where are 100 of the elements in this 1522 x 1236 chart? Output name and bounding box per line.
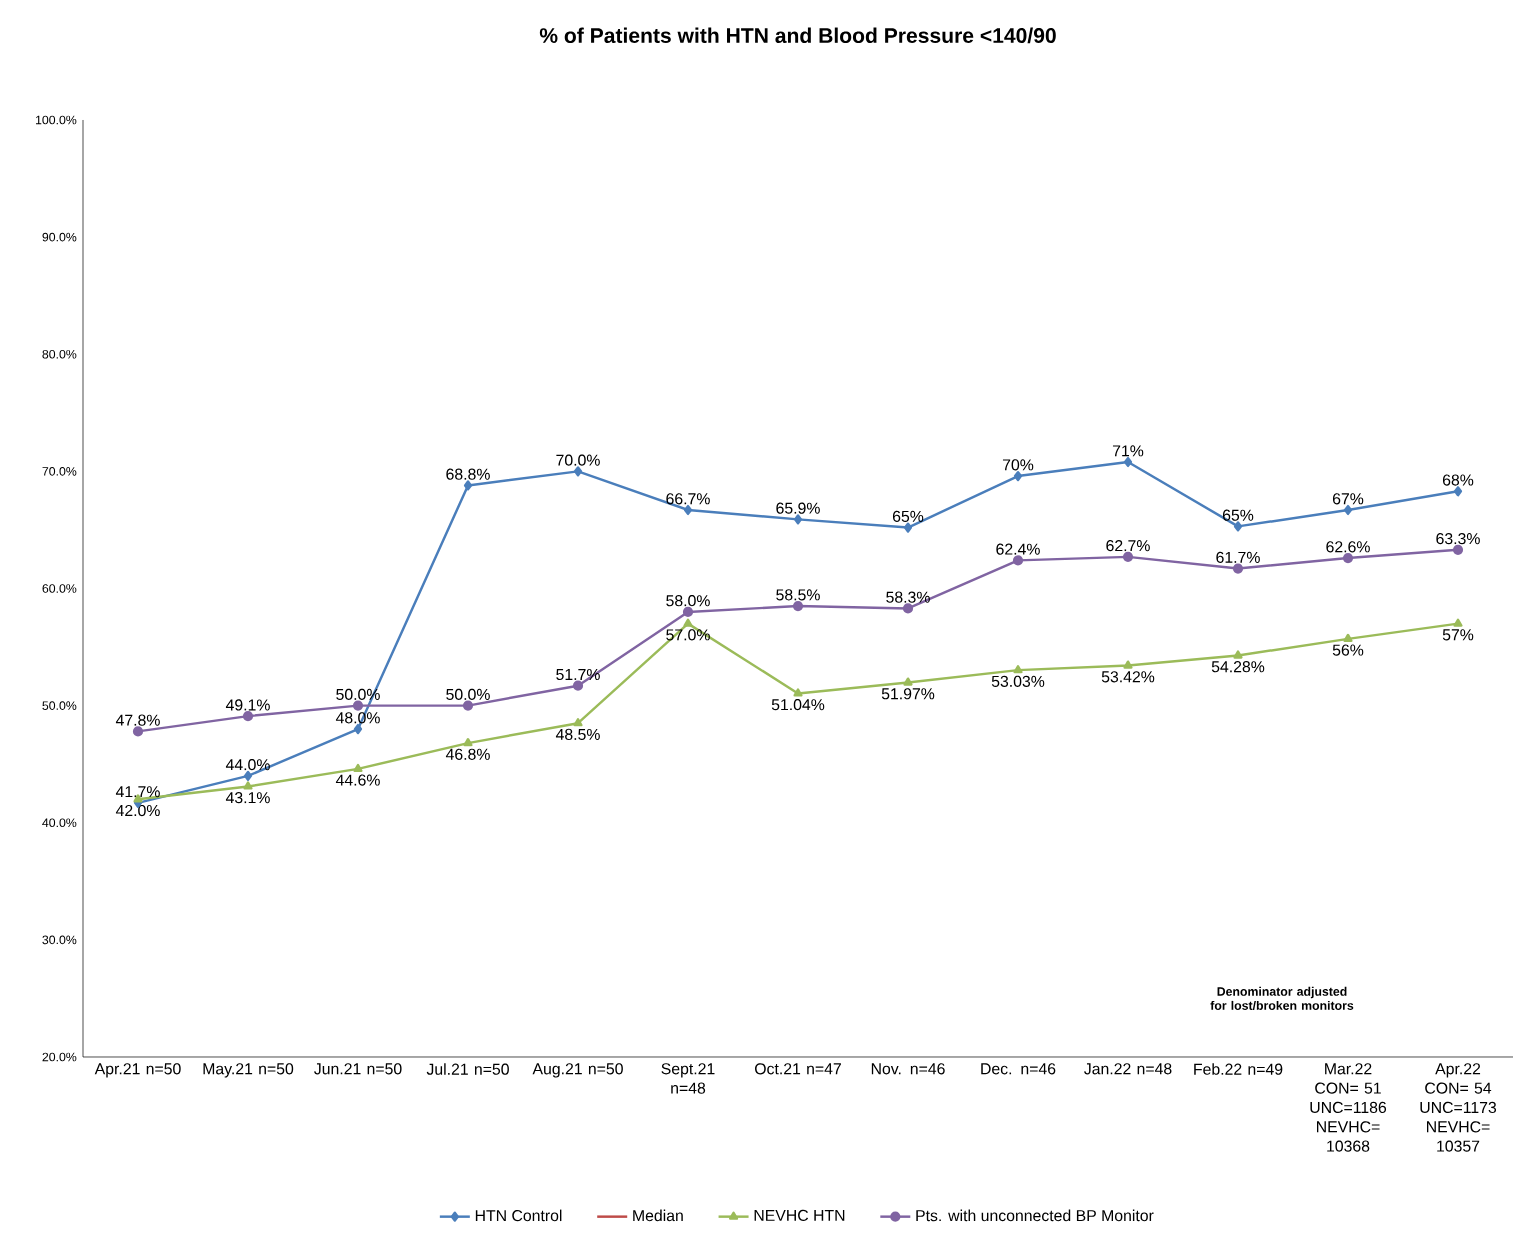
- x-tick-label: Sept.21 n=48: [661, 1063, 715, 1094]
- x-tick-label: Feb.22 n=49: [1194, 1063, 1283, 1075]
- point: [793, 688, 803, 697]
- point: [1232, 563, 1244, 574]
- data-label: 71%: [1112, 445, 1144, 457]
- point: [352, 700, 364, 711]
- data-label: 58.0%: [666, 595, 710, 607]
- point: [1452, 544, 1464, 555]
- data-label: 62.7%: [1106, 540, 1150, 552]
- point: [353, 763, 363, 773]
- data-label: 51.04%: [771, 699, 825, 711]
- point: [1233, 650, 1243, 659]
- data-label: 44.0%: [225, 759, 270, 771]
- point: [1013, 470, 1023, 482]
- data-label: 61.7%: [1216, 551, 1260, 563]
- point: [572, 680, 584, 691]
- y-tick-label: 100.0%: [36, 115, 77, 125]
- data-label: 65.9%: [776, 502, 820, 514]
- point: [1123, 456, 1133, 468]
- data-label: 62.4%: [996, 543, 1040, 555]
- x-tick-label: Jun.21 n=50: [314, 1063, 402, 1075]
- x-tick-label: Oct.21 n=47: [755, 1063, 841, 1075]
- point: [903, 522, 913, 533]
- data-label: 58.3%: [886, 591, 930, 603]
- point: [353, 723, 363, 735]
- data-label: 65%: [1222, 509, 1254, 521]
- data-label: 53.42%: [1101, 671, 1155, 683]
- point: [1122, 551, 1134, 562]
- point: [682, 606, 694, 618]
- data-label: 47.8%: [115, 714, 160, 726]
- point: [1012, 555, 1024, 566]
- y-tick-label: 20.0%: [42, 1052, 77, 1062]
- y-tick-label: 30.0%: [42, 935, 77, 945]
- x-tick-label: Aug.21 n=50: [532, 1063, 623, 1078]
- legend-label: Median: [633, 1209, 683, 1222]
- point: [1013, 665, 1023, 674]
- chart-title: % of Patients with HTN and Blood Pressure <140/90: [539, 27, 1056, 44]
- data-label: 56%: [1332, 644, 1364, 656]
- y-tick-label: 80.0%: [42, 349, 77, 359]
- point: [1342, 552, 1354, 564]
- y-tick-label: 70.0%: [42, 467, 77, 476]
- data-label: 49.1%: [225, 699, 270, 711]
- point: [683, 504, 693, 516]
- point: [243, 781, 253, 790]
- data-label: 42.0%: [115, 804, 160, 817]
- point: [792, 600, 804, 612]
- x-tick-label: Jul.21 n=50: [426, 1063, 509, 1075]
- data-label: 70%: [1002, 459, 1034, 471]
- legend-label: NEVHC HTN: [754, 1209, 845, 1222]
- data-label: 51.97%: [881, 688, 935, 700]
- point: [1343, 504, 1353, 516]
- point: [132, 726, 144, 737]
- point: [903, 677, 913, 686]
- point: [1233, 521, 1243, 532]
- legend-label: HTN Control: [475, 1209, 562, 1222]
- data-label: 57%: [1442, 629, 1474, 641]
- point: [463, 480, 473, 491]
- x-tick-label: Apr.22 CON= 54 UNC=1173 NEVHC= 10357: [1420, 1063, 1497, 1152]
- point: [243, 770, 253, 781]
- point: [902, 603, 914, 614]
- data-label: 46.8%: [445, 748, 490, 760]
- point: [573, 718, 583, 727]
- point: [1123, 660, 1133, 669]
- data-label: 43.1%: [225, 792, 270, 804]
- data-label: 54.28%: [1211, 661, 1265, 673]
- x-tick-label: Dec. n=46: [981, 1063, 1056, 1075]
- x-tick-label: Nov. n=46: [871, 1063, 945, 1075]
- data-label: 41.7%: [115, 786, 160, 798]
- data-label: 66.7%: [666, 493, 710, 505]
- point: [463, 737, 473, 747]
- x-tick-label: Mar.22 CON= 51 UNC=1186 NEVHC= 10368: [1310, 1063, 1387, 1152]
- y-tick-label: 40.0%: [42, 818, 77, 828]
- point: [1343, 633, 1353, 643]
- point: [242, 711, 254, 722]
- point: [573, 466, 583, 477]
- data-label: 63.3%: [1436, 533, 1480, 545]
- data-label: 68.8%: [446, 468, 490, 480]
- point: [462, 700, 474, 711]
- y-tick-label: 60.0%: [42, 584, 77, 593]
- data-label: 62.6%: [1326, 541, 1370, 553]
- point: [1453, 486, 1463, 497]
- data-label: 48.5%: [555, 728, 600, 741]
- point: [683, 618, 693, 627]
- x-tick-label: May.21 n=50: [203, 1063, 294, 1078]
- data-label: 44.6%: [335, 774, 380, 786]
- data-label: 53.03%: [991, 675, 1045, 687]
- point: [793, 514, 803, 525]
- x-tick-label: Jan.22 n=48: [1084, 1063, 1172, 1075]
- annotation: Denominator adjusted for lost/broken monitors: [1210, 986, 1354, 1011]
- legend-label: Pts. with unconnected BP Monitor: [916, 1209, 1154, 1222]
- data-label: 65%: [892, 510, 924, 522]
- x-tick-label: Apr.21 n=50: [94, 1063, 181, 1078]
- data-label: 70.0%: [556, 454, 600, 466]
- data-label: 58.5%: [776, 589, 820, 601]
- data-label: 67%: [1332, 493, 1364, 505]
- data-label: 68%: [1442, 474, 1474, 486]
- data-label: 50.0%: [446, 688, 490, 700]
- y-tick-label: 90.0%: [42, 232, 77, 242]
- point: [1453, 618, 1463, 627]
- y-tick-label: 50.0%: [42, 701, 77, 710]
